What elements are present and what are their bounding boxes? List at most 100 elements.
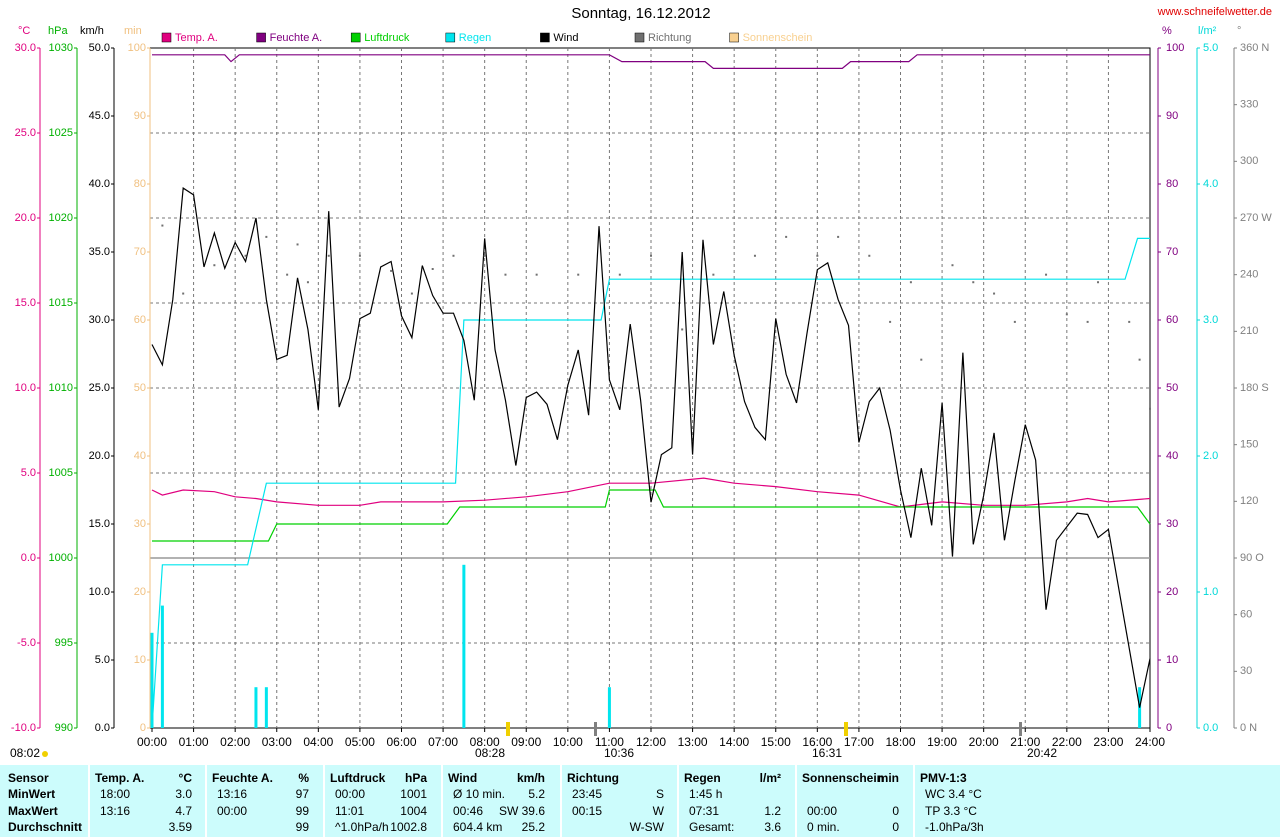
direction-dot	[785, 235, 788, 238]
direction-dot	[431, 268, 434, 270]
direction-dot	[868, 254, 871, 257]
y-tick-label: 1.0	[1203, 586, 1218, 598]
direction-dot	[1128, 320, 1131, 323]
x-tick-label: 00:00	[137, 735, 167, 749]
y-tick-label: 3.0	[1203, 314, 1218, 326]
x-tick-label: 14:00	[719, 735, 749, 749]
stats-cell: 604.4 km	[453, 820, 503, 834]
direction-dot	[816, 254, 819, 257]
x-tick-label: 15:00	[761, 735, 791, 749]
x-tick-label: 22:00	[1052, 735, 1082, 749]
legend-swatch	[540, 32, 550, 43]
legend-swatch	[350, 32, 361, 43]
stats-cell: 11:01	[335, 804, 365, 818]
sun-marker	[506, 722, 510, 736]
annotation: 16:31	[812, 746, 842, 760]
stats-cell: -1.0hPa/3h	[925, 820, 984, 834]
direction-dot	[909, 281, 912, 284]
y-tick-label: 2.0	[1203, 450, 1218, 462]
y-tick-label: 120	[1240, 495, 1258, 507]
rain-bar	[264, 687, 268, 728]
stats-label: Sensor	[8, 771, 49, 785]
stats-cell: W-SW	[629, 820, 664, 834]
direction-dot	[213, 264, 216, 267]
annotation: 10:36	[604, 746, 634, 760]
stats-cell: 00:15	[572, 804, 603, 818]
stats-header: PMV-1:3	[920, 771, 967, 785]
y-tick-label: 300	[1240, 155, 1258, 167]
legend-label: Wind	[553, 32, 578, 44]
stats-header: Wind	[448, 771, 478, 785]
stats-cell: 3.6	[764, 820, 781, 834]
y-tick-label: 150	[1240, 439, 1258, 451]
y-tick-label: 0	[1166, 722, 1172, 734]
stats-cell: 3.0	[175, 787, 192, 801]
legend-label: Richtung	[648, 32, 691, 44]
y-tick-label: 5.0	[1203, 42, 1218, 54]
stats-cell: 00:46	[453, 804, 484, 818]
separator	[913, 765, 915, 837]
y-tick-label: 70	[134, 246, 146, 258]
direction-dot	[1013, 320, 1016, 323]
y-tick-label: 30.0	[89, 314, 110, 326]
axis-unit: hPa	[48, 25, 68, 37]
y-tick-label: 15.0	[15, 297, 36, 309]
y-tick-label: 10	[134, 654, 146, 666]
stats-cell: 23:45	[572, 787, 603, 801]
y-tick-label: 90 O	[1240, 552, 1264, 564]
y-tick-label: 50	[1166, 382, 1178, 394]
y-tick-label: 5.0	[21, 467, 36, 479]
direction-dot	[1138, 358, 1141, 361]
x-tick-label: 24:00	[1135, 735, 1165, 749]
stats-cell: 1002.8	[390, 820, 427, 834]
y-tick-label: 60	[1166, 314, 1178, 326]
y-tick-label: 0 N	[1240, 722, 1257, 734]
y-tick-label: 45.0	[89, 110, 110, 122]
legend-swatch	[634, 32, 645, 43]
direction-dot	[618, 273, 621, 276]
axis-unit: °	[1237, 25, 1241, 37]
stats-unit: hPa	[404, 771, 427, 785]
legend-swatch	[161, 32, 172, 43]
y-tick-label: 10	[1166, 654, 1178, 666]
x-tick-label: 12:00	[636, 735, 666, 749]
stats-label: MaxWert	[8, 804, 58, 818]
stats-label: MinWert	[8, 787, 56, 801]
direction-dot	[182, 292, 185, 295]
direction-dot	[681, 328, 684, 331]
y-tick-label: 10.0	[15, 382, 36, 394]
y-tick-label: 35.0	[89, 246, 110, 258]
y-tick-label: 30	[1166, 518, 1178, 530]
direction-dot	[1149, 407, 1151, 410]
stats-unit: km/h	[516, 771, 545, 785]
direction-dot	[1065, 313, 1068, 316]
legend-label: Feuchte A.	[270, 32, 323, 44]
stats-cell: 13:16	[100, 804, 131, 818]
series-line	[151, 187, 1151, 708]
stats-header: Luftdruck	[330, 771, 386, 785]
y-tick-label: 30	[1240, 665, 1252, 677]
x-tick-label: 13:00	[678, 735, 708, 749]
series-line	[152, 489, 1151, 542]
y-tick-label: 25.0	[89, 382, 110, 394]
rain-bar	[150, 632, 154, 728]
stats-unit: °C	[178, 771, 192, 785]
stats-header: Richtung	[567, 771, 619, 785]
direction-dot	[483, 254, 486, 257]
y-tick-label: 1030	[49, 42, 73, 54]
y-tick-label: 210	[1240, 325, 1258, 337]
annotation: 20:42	[1027, 746, 1057, 760]
x-tick-label: 20:00	[969, 735, 999, 749]
direction-dot	[1097, 281, 1100, 284]
stats-cell: Gesamt:	[689, 820, 735, 834]
direction-dot	[410, 292, 413, 295]
stats-cell: 4.7	[175, 804, 192, 818]
y-tick-label: 80	[1166, 178, 1178, 190]
x-tick-label: 23:00	[1093, 735, 1123, 749]
stats-cell: 0	[892, 804, 899, 818]
stats-cell: W	[652, 804, 664, 818]
stats-cell: 99	[295, 820, 309, 834]
y-tick-label: 0.0	[1203, 722, 1218, 734]
y-tick-label: 50	[134, 382, 146, 394]
